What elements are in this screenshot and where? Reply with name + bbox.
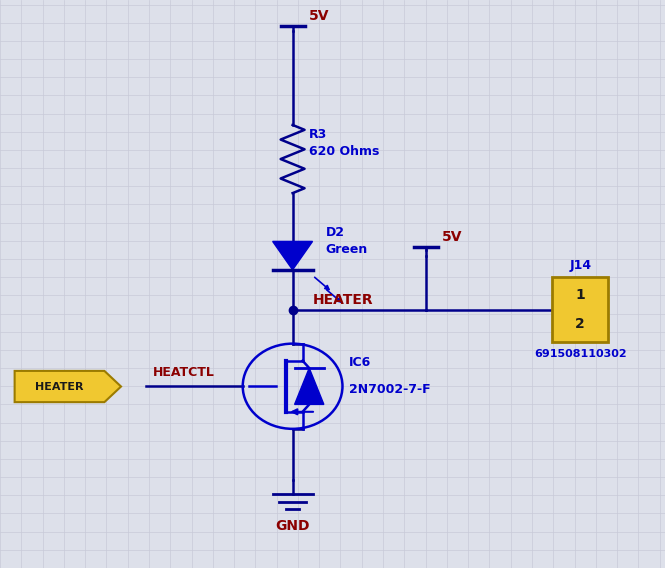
Polygon shape bbox=[273, 241, 313, 270]
Polygon shape bbox=[295, 368, 324, 404]
Text: Green: Green bbox=[326, 243, 368, 256]
Text: HEATCTL: HEATCTL bbox=[153, 366, 215, 379]
Text: 5V: 5V bbox=[309, 9, 330, 23]
Text: 2N7002-7-F: 2N7002-7-F bbox=[349, 383, 431, 396]
Polygon shape bbox=[15, 371, 121, 402]
Text: D2: D2 bbox=[326, 225, 345, 239]
Text: IC6: IC6 bbox=[349, 356, 371, 369]
Text: 620 Ohms: 620 Ohms bbox=[309, 145, 380, 158]
Text: J14: J14 bbox=[569, 260, 591, 272]
Text: HEATER: HEATER bbox=[313, 293, 373, 307]
Text: 1: 1 bbox=[575, 288, 585, 302]
Text: R3: R3 bbox=[309, 128, 327, 141]
Text: 2: 2 bbox=[575, 317, 585, 331]
Text: HEATER: HEATER bbox=[35, 382, 84, 391]
Text: 5V: 5V bbox=[442, 230, 463, 244]
Text: 691508110302: 691508110302 bbox=[534, 349, 626, 359]
Text: GND: GND bbox=[275, 519, 310, 533]
FancyBboxPatch shape bbox=[552, 277, 608, 342]
